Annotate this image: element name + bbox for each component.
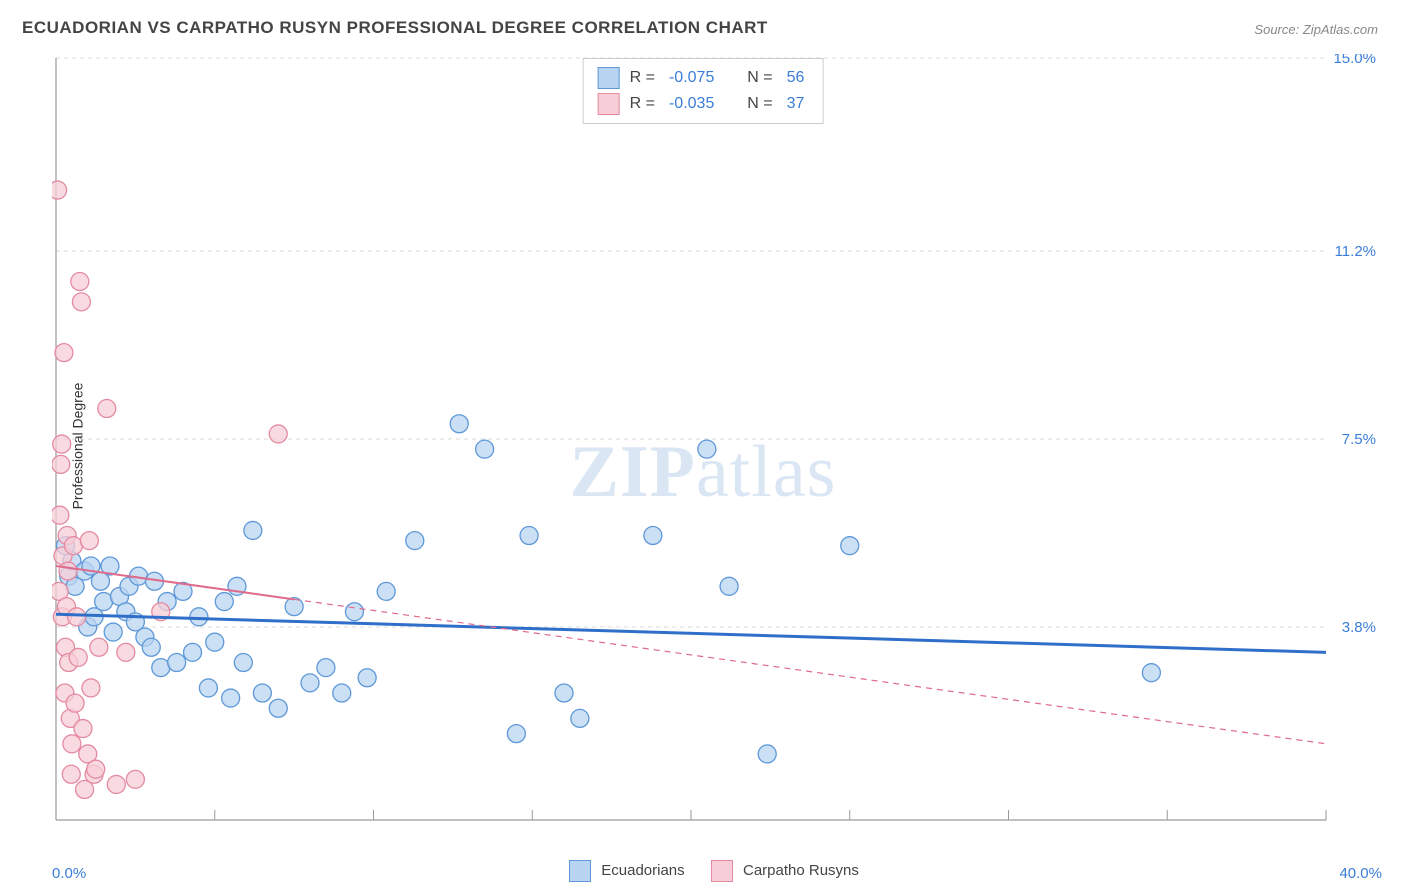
source-value: ZipAtlas.com [1303,22,1378,37]
svg-text:3.8%: 3.8% [1342,619,1376,636]
svg-text:7.5%: 7.5% [1342,431,1376,448]
stats-swatch-1 [598,67,620,89]
stats-r-value-1: -0.075 [669,69,714,87]
source-attribution: Source: ZipAtlas.com [1254,22,1378,37]
stats-row-series1: R = -0.075 N = 56 [598,65,809,91]
legend-swatch-1 [569,860,591,882]
stats-swatch-2 [598,93,620,115]
chart-title: ECUADORIAN VS CARPATHO RUSYN PROFESSIONA… [22,18,768,38]
stats-row-series2: R = -0.035 N = 37 [598,91,809,117]
chart-svg: 3.8% 7.5% 11.2% 15.0% [52,54,1382,824]
legend-swatch-2 [711,860,733,882]
bottom-legend: Ecuadorians Carpatho Rusyns [0,860,1406,882]
stats-n-label: N = [747,69,772,87]
stats-n-value-1: 56 [787,69,805,87]
stats-r-label: R = [630,69,655,87]
legend-label-2: Carpatho Rusyns [743,862,859,879]
legend-label-1: Ecuadorians [601,862,684,879]
svg-text:15.0%: 15.0% [1333,54,1376,67]
plot-area: 3.8% 7.5% 11.2% 15.0% [52,54,1382,824]
stats-n-label: N = [747,95,772,113]
correlation-stats-box: R = -0.075 N = 56 R = -0.035 N = 37 [583,58,824,124]
stats-r-value-2: -0.035 [669,95,714,113]
svg-text:11.2%: 11.2% [1335,243,1376,260]
stats-r-label: R = [630,95,655,113]
source-label: Source: [1254,22,1299,37]
stats-n-value-2: 37 [787,95,805,113]
